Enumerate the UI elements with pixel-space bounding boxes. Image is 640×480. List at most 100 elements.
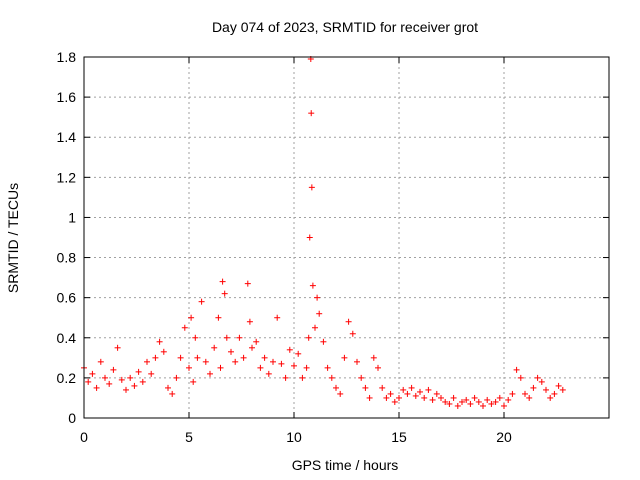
data-point (492, 398, 499, 405)
data-point (308, 110, 315, 117)
y-axis-label: SRMTID / TECUs (5, 183, 21, 293)
data-point (282, 374, 289, 381)
data-point (467, 400, 474, 407)
data-point (433, 390, 440, 397)
data-point (261, 354, 268, 361)
data-point (559, 386, 566, 393)
y-tick-label: 0.4 (57, 330, 77, 346)
data-point (421, 394, 428, 401)
data-point (362, 384, 369, 391)
data-point (522, 390, 528, 397)
data-point (144, 358, 150, 365)
y-tick-label: 1.6 (57, 89, 77, 105)
data-point (417, 388, 423, 395)
x-tick-label: 5 (185, 429, 193, 445)
data-point (240, 354, 247, 361)
data-point (547, 394, 554, 401)
data-point (139, 378, 146, 385)
data-point (110, 366, 117, 373)
data-point (551, 390, 558, 397)
data-point (314, 294, 321, 301)
data-point (236, 334, 243, 341)
data-point (408, 384, 415, 391)
data-point (106, 380, 113, 387)
data-point (446, 400, 453, 407)
data-point (249, 344, 255, 351)
data-point (246, 318, 253, 325)
data-point (253, 338, 260, 345)
data-point (217, 364, 224, 371)
data-point (295, 350, 302, 357)
data-point (114, 344, 121, 351)
data-point (85, 378, 92, 385)
data-point (127, 374, 134, 381)
data-point (354, 358, 360, 365)
data-point (425, 386, 432, 393)
data-point (118, 376, 125, 383)
data-point (543, 386, 549, 393)
data-point (526, 394, 533, 401)
data-point (223, 334, 230, 341)
data-point (400, 386, 407, 393)
data-point (257, 364, 264, 371)
data-point (148, 370, 155, 377)
data-point (186, 364, 192, 371)
data-point (429, 396, 436, 403)
data-point (221, 290, 228, 297)
data-point (308, 184, 315, 191)
data-point (270, 358, 276, 365)
data-point (97, 358, 104, 365)
data-point (391, 398, 398, 405)
data-point (215, 314, 222, 321)
data-point (324, 364, 331, 371)
data-point (383, 394, 390, 401)
y-tick-label: 0.6 (57, 290, 77, 306)
data-point (454, 402, 461, 409)
data-point (219, 278, 226, 285)
data-point (102, 374, 108, 381)
data-point (265, 370, 272, 377)
data-point (211, 344, 218, 351)
data-point (312, 324, 318, 331)
data-point (358, 374, 365, 381)
data-point (177, 354, 184, 361)
data-point (509, 390, 516, 397)
plot-frame (83, 56, 610, 419)
data-point (305, 334, 312, 341)
data-point (160, 348, 167, 355)
data-point (341, 354, 348, 361)
data-point (555, 382, 562, 389)
data-point (278, 360, 285, 367)
data-point (450, 394, 457, 401)
data-point (328, 374, 335, 381)
data-point (274, 314, 281, 321)
data-point (459, 398, 465, 405)
data-point (173, 374, 180, 381)
data-point (181, 324, 188, 331)
data-point (192, 334, 199, 341)
data-point (299, 374, 306, 381)
x-tick-label: 0 (80, 429, 88, 445)
data-point (291, 362, 297, 369)
data-point (306, 234, 313, 241)
data-point (396, 394, 402, 401)
data-point (484, 396, 491, 403)
data-point (244, 280, 251, 287)
data-point (513, 366, 520, 373)
data-marks (81, 56, 566, 409)
data-point (320, 338, 327, 345)
x-axis-label: GPS time / hours (292, 457, 399, 473)
chart-title: Day 074 of 2023, SRMTID for receiver gro… (212, 19, 478, 35)
data-point (345, 318, 352, 325)
data-point (194, 354, 201, 361)
data-point (316, 310, 323, 317)
data-point (135, 368, 142, 375)
data-point (198, 298, 205, 305)
data-point (202, 358, 209, 365)
data-point (190, 378, 197, 385)
data-point (156, 338, 163, 345)
data-point (123, 386, 129, 393)
data-point (463, 396, 470, 403)
data-point (152, 354, 159, 361)
data-point (366, 394, 373, 401)
